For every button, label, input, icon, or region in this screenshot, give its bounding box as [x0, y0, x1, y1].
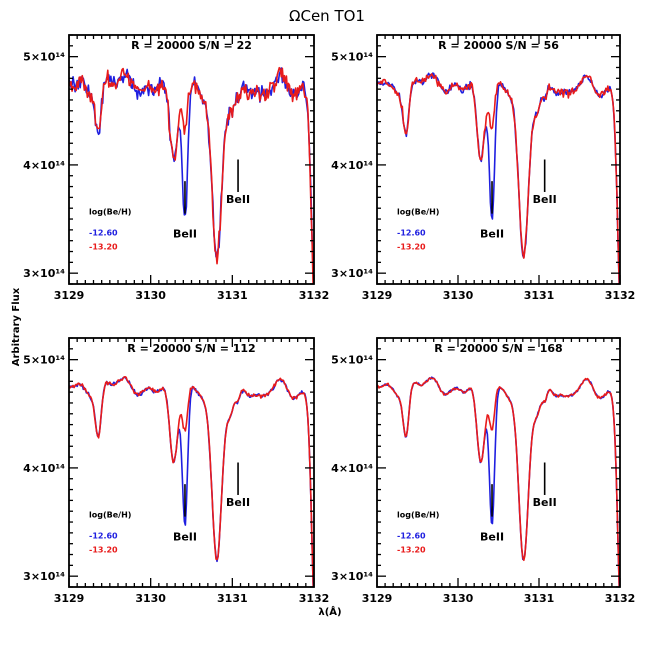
legend-entry: -12.60: [397, 229, 426, 238]
beii-label: BeII: [226, 496, 250, 509]
series-line-1260: [69, 67, 314, 284]
series-line-1320: [377, 377, 620, 587]
beii-label: BeII: [226, 193, 250, 206]
y-tick-label: 5×10¹⁴: [23, 51, 65, 64]
y-tick-label: 3×10¹⁴: [331, 267, 373, 280]
series-line-1320: [377, 73, 620, 284]
chart-panel-4: 3129 3130 3131 3132 3×10¹⁴ 4×10¹⁴ 5×10¹⁴ R = 20…: [331, 337, 636, 605]
series-line-1260: [377, 376, 620, 587]
beii-label: BeII: [480, 228, 504, 241]
legend-title: log(Be/H): [89, 208, 131, 217]
x-tick-label: 3130: [443, 592, 474, 605]
y-tick-label: 4×10¹⁴: [331, 462, 373, 475]
panel-label: R = 20000 S/N = 22: [131, 39, 252, 52]
beii-label: BeII: [533, 193, 557, 206]
series-line-1260: [69, 376, 314, 587]
beii-label: BeII: [173, 228, 197, 241]
x-tick-label: 3132: [299, 289, 330, 302]
x-tick-label: 3132: [299, 592, 330, 605]
x-tick-label: 3129: [54, 592, 85, 605]
beii-label: BeII: [480, 531, 504, 544]
y-tick-label: 5×10¹⁴: [331, 51, 373, 64]
y-tick-label: 5×10¹⁴: [331, 354, 373, 367]
y-tick-label: 5×10¹⁴: [23, 354, 65, 367]
y-tick-label: 3×10¹⁴: [23, 570, 65, 583]
chart-panel-2: 3129 3130 3131 3132 3×10¹⁴ 4×10¹⁴ 5×10¹⁴ R = 20…: [331, 34, 636, 302]
legend-entry: -12.60: [397, 532, 426, 541]
legend-entry: -12.60: [89, 532, 118, 541]
y-tick-label: 4×10¹⁴: [23, 159, 65, 172]
panel-label: R = 20000 S/N = 168: [434, 342, 562, 355]
y-tick-label: 4×10¹⁴: [23, 462, 65, 475]
panel-label: R = 20000 S/N = 56: [438, 39, 559, 52]
beii-label: BeII: [173, 531, 197, 544]
plot-frame: [68, 34, 315, 285]
series-line-1320: [69, 375, 314, 587]
plot-frame: [376, 337, 621, 588]
series-line-1260: [377, 72, 620, 284]
panel-label: R = 20000 S/N = 112: [127, 342, 255, 355]
x-tick-label: 3130: [135, 289, 166, 302]
y-tick-label: 4×10¹⁴: [331, 159, 373, 172]
legend-entry: -13.20: [89, 243, 118, 252]
x-tick-label: 3131: [524, 592, 555, 605]
x-tick-label: 3129: [362, 289, 393, 302]
x-tick-label: 3130: [135, 592, 166, 605]
x-tick-label: 3131: [217, 592, 248, 605]
beii-label: BeII: [533, 496, 557, 509]
x-tick-label: 3129: [362, 592, 393, 605]
x-tick-label: 3129: [54, 289, 85, 302]
series-line-1320: [69, 66, 314, 284]
plot-frame: [68, 337, 315, 588]
legend-title: log(Be/H): [397, 208, 439, 217]
x-tick-label: 3132: [605, 592, 636, 605]
legend-entry: -13.20: [89, 546, 118, 555]
y-axis-label: Arbitrary Flux: [11, 287, 22, 366]
legend-entry: -12.60: [89, 229, 118, 238]
legend-entry: -13.20: [397, 243, 426, 252]
chart-panel-1: 3129 3130 3131 3132 3×10¹⁴ 4×10¹⁴ 5×10¹⁴ R = 20…: [23, 34, 330, 302]
y-tick-label: 3×10¹⁴: [331, 570, 373, 583]
spectra: [69, 66, 314, 284]
spectra: [69, 375, 314, 587]
y-tick-label: 3×10¹⁴: [23, 267, 65, 280]
plot-frame: [376, 34, 621, 285]
legend-title: log(Be/H): [89, 511, 131, 520]
x-tick-label: 3131: [217, 289, 248, 302]
figure-title: ΩCen TO1: [289, 7, 365, 25]
legend-title: log(Be/H): [397, 511, 439, 520]
spectra: [377, 376, 620, 587]
chart-panel-3: 3129 3130 3131 3132 3×10¹⁴ 4×10¹⁴ 5×10¹⁴ R = 20…: [23, 337, 330, 605]
x-tick-label: 3130: [443, 289, 474, 302]
spectra: [377, 72, 620, 284]
x-axis-label: λ(Å): [318, 605, 341, 618]
legend-entry: -13.20: [397, 546, 426, 555]
x-tick-label: 3132: [605, 289, 636, 302]
x-tick-label: 3131: [524, 289, 555, 302]
